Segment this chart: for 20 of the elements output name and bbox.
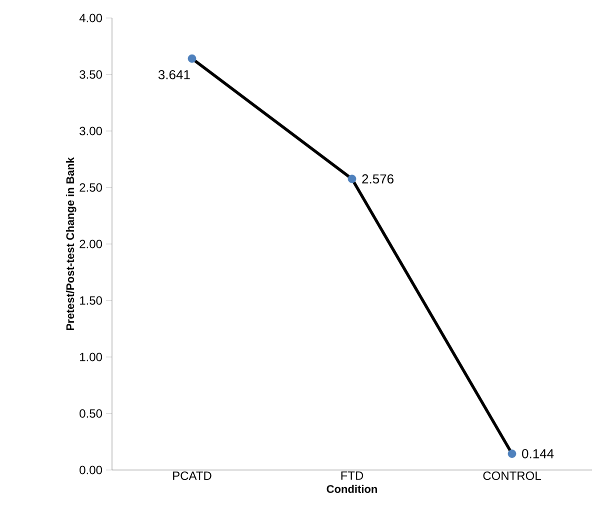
data-label: 2.576 (362, 174, 394, 184)
y-axis-title: Pretest/Post-test Change in Bank (66, 157, 76, 330)
x-tick-label: CONTROL (483, 472, 541, 480)
x-axis-title: Condition (326, 484, 377, 493)
y-tick-label: 1.50 (80, 296, 102, 305)
y-tick-label: 3.50 (80, 70, 102, 79)
y-tick-label: 0.50 (80, 409, 102, 418)
y-tick-label: 4.00 (79, 14, 102, 22)
y-tick-label: 1.00 (80, 352, 102, 362)
data-label: 3.641 (158, 70, 190, 80)
y-tick-label: 2.50 (80, 183, 102, 192)
y-tick-label: 2.00 (80, 240, 102, 248)
point (348, 174, 356, 184)
x-tick-label: FTD (341, 472, 364, 480)
data-label: 0.144 (522, 449, 554, 458)
y-tick-label: 0.00 (80, 466, 102, 474)
y-tick-label: 3.00 (80, 126, 102, 136)
point (508, 450, 516, 458)
x-tick-label: PCATD (173, 472, 212, 480)
point (188, 54, 196, 63)
